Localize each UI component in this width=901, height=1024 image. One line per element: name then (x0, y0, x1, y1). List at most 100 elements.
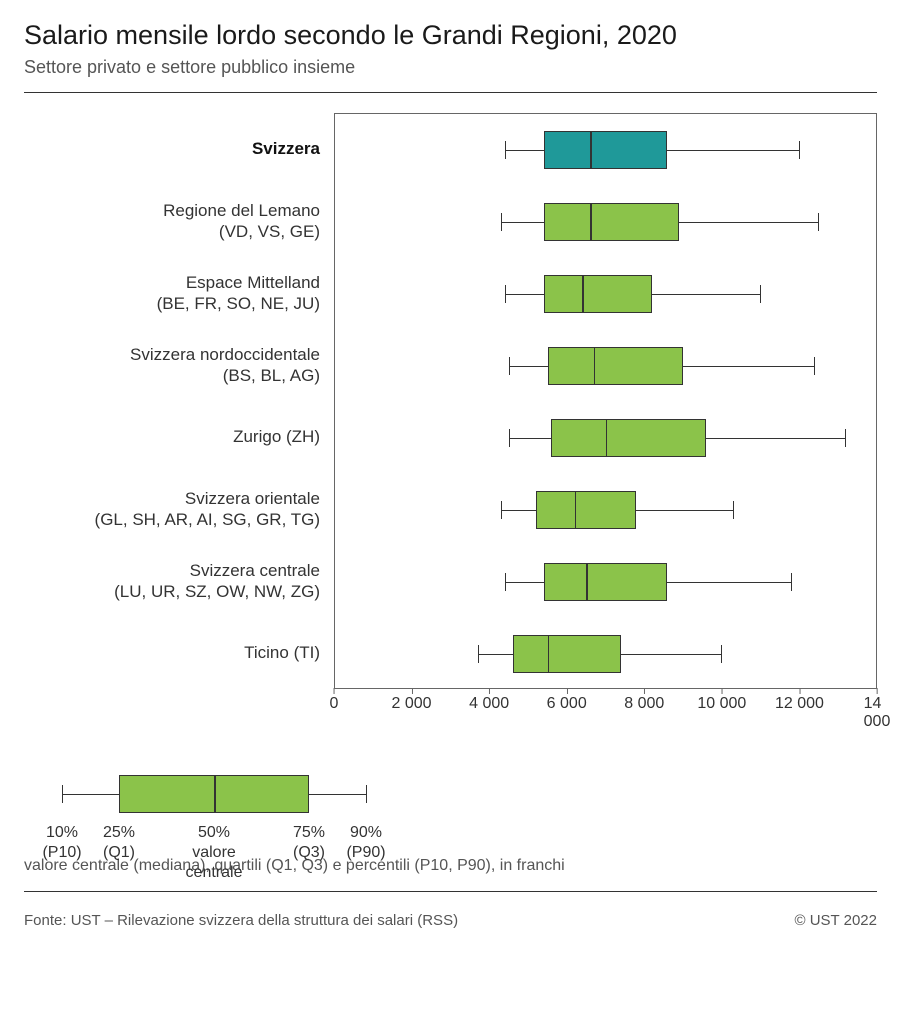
whisker-cap (791, 573, 792, 591)
region-label: Svizzera (24, 113, 334, 185)
legend-section: 10%(P10)25%(Q1)50%valorecentrale75%(Q3)9… (24, 771, 877, 817)
x-tick-label: 6 000 (547, 695, 587, 712)
x-tick-label: 8 000 (624, 695, 664, 712)
legend-median-line (214, 775, 216, 813)
x-tick: 0 (330, 695, 339, 713)
chart-container: SvizzeraRegione del Lemano(VD, VS, GE)Es… (24, 113, 877, 731)
legend-label-text: 50% (186, 823, 243, 843)
median-line (586, 563, 588, 601)
plot-area (334, 113, 877, 689)
x-tick: 6 000 (547, 695, 587, 713)
x-tick: 2 000 (392, 695, 432, 713)
legend-label-text: (Q1) (103, 843, 135, 863)
legend-label-text: 90% (346, 823, 385, 843)
region-label: Espace Mittelland(BE, FR, SO, NE, JU) (24, 257, 334, 329)
legend-boxplot (24, 771, 404, 817)
legend-label-p90: 90%(P90) (346, 823, 385, 863)
region-label-main: Espace Mittelland (186, 272, 320, 293)
chart-title: Salario mensile lordo secondo le Grandi … (24, 20, 877, 51)
legend-label-median: 50%valorecentrale (186, 823, 243, 883)
chart-subtitle: Settore privato e settore pubblico insie… (24, 57, 877, 78)
x-axis: 02 0004 0006 0008 00010 00012 00014 000 (334, 695, 877, 731)
legend-whisker-cap (366, 785, 367, 803)
box (536, 491, 636, 529)
legend-label-text: (P90) (346, 843, 385, 863)
x-tick: 4 000 (469, 695, 509, 713)
whisker-cap (721, 645, 722, 663)
whisker-cap (760, 285, 761, 303)
x-tick-label: 2 000 (392, 695, 432, 712)
box (551, 419, 706, 457)
region-label: Svizzera orientale(GL, SH, AR, AI, SG, G… (24, 473, 334, 545)
whisker-cap (501, 213, 502, 231)
box (544, 131, 668, 169)
legend-label-text: 25% (103, 823, 135, 843)
legend-whisker-cap (62, 785, 63, 803)
chart-note: valore centrale (mediana), quartili (Q1,… (24, 857, 877, 875)
legend-label-text: (Q3) (293, 843, 325, 863)
region-label-sub: (LU, UR, SZ, OW, NW, ZG) (114, 581, 320, 602)
region-label-sub: (GL, SH, AR, AI, SG, GR, TG) (95, 509, 320, 530)
median-line (575, 491, 577, 529)
x-tick-mark (489, 688, 490, 694)
legend-label-text: 10% (42, 823, 81, 843)
footer-source: Fonte: UST – Rilevazione svizzera della … (24, 912, 458, 929)
boxplot-row (335, 546, 876, 618)
median-line (582, 275, 584, 313)
region-label-sub: (BS, BL, AG) (223, 365, 320, 386)
legend-label-text: valore (186, 843, 243, 863)
y-axis-labels: SvizzeraRegione del Lemano(VD, VS, GE)Es… (24, 113, 334, 731)
x-tick-label: 14 000 (864, 695, 891, 730)
x-tick-mark (644, 688, 645, 694)
chart-footer: Fonte: UST – Rilevazione svizzera della … (24, 912, 877, 929)
median-line (590, 203, 592, 241)
footer-copyright: © UST 2022 (795, 912, 878, 929)
region-label: Zurigo (ZH) (24, 401, 334, 473)
boxplot-row (335, 402, 876, 474)
box (544, 275, 652, 313)
whisker-cap (505, 285, 506, 303)
legend-label-q3: 75%(Q3) (293, 823, 325, 863)
divider-bottom (24, 891, 877, 892)
region-label-main: Svizzera nordoccidentale (130, 344, 320, 365)
boxplot-row (335, 186, 876, 258)
legend-label-q1: 25%(Q1) (103, 823, 135, 863)
region-label: Svizzera nordoccidentale(BS, BL, AG) (24, 329, 334, 401)
whisker-cap (509, 429, 510, 447)
x-tick-label: 0 (330, 695, 339, 712)
region-label-main: Regione del Lemano (163, 200, 320, 221)
divider-top (24, 92, 877, 93)
box (513, 635, 621, 673)
whisker-cap (509, 357, 510, 375)
median-line (606, 419, 608, 457)
region-label-main: Ticino (TI) (244, 642, 320, 663)
x-tick-mark (334, 688, 335, 694)
x-tick-mark (799, 688, 800, 694)
region-label-main: Zurigo (ZH) (233, 426, 320, 447)
x-tick: 10 000 (697, 695, 746, 713)
whisker-cap (501, 501, 502, 519)
boxplot-row (335, 114, 876, 186)
x-tick-label: 4 000 (469, 695, 509, 712)
whisker-cap (818, 213, 819, 231)
whisker-cap (845, 429, 846, 447)
x-tick: 8 000 (624, 695, 664, 713)
x-tick-mark (412, 688, 413, 694)
median-line (590, 131, 592, 169)
whisker-cap (505, 573, 506, 591)
region-label-main: Svizzera orientale (185, 488, 320, 509)
whisker-cap (478, 645, 479, 663)
x-tick-mark (722, 688, 723, 694)
x-tick: 14 000 (864, 695, 891, 731)
legend-label-text: 75% (293, 823, 325, 843)
legend-label-p10: 10%(P10) (42, 823, 81, 863)
median-line (548, 635, 550, 673)
x-tick: 12 000 (775, 695, 824, 713)
box (544, 203, 679, 241)
whisker-cap (733, 501, 734, 519)
x-tick-label: 10 000 (697, 695, 746, 712)
region-label-sub: (VD, VS, GE) (219, 221, 320, 242)
plot-column: 02 0004 0006 0008 00010 00012 00014 000 (334, 113, 877, 731)
box (544, 563, 668, 601)
region-label: Regione del Lemano(VD, VS, GE) (24, 185, 334, 257)
